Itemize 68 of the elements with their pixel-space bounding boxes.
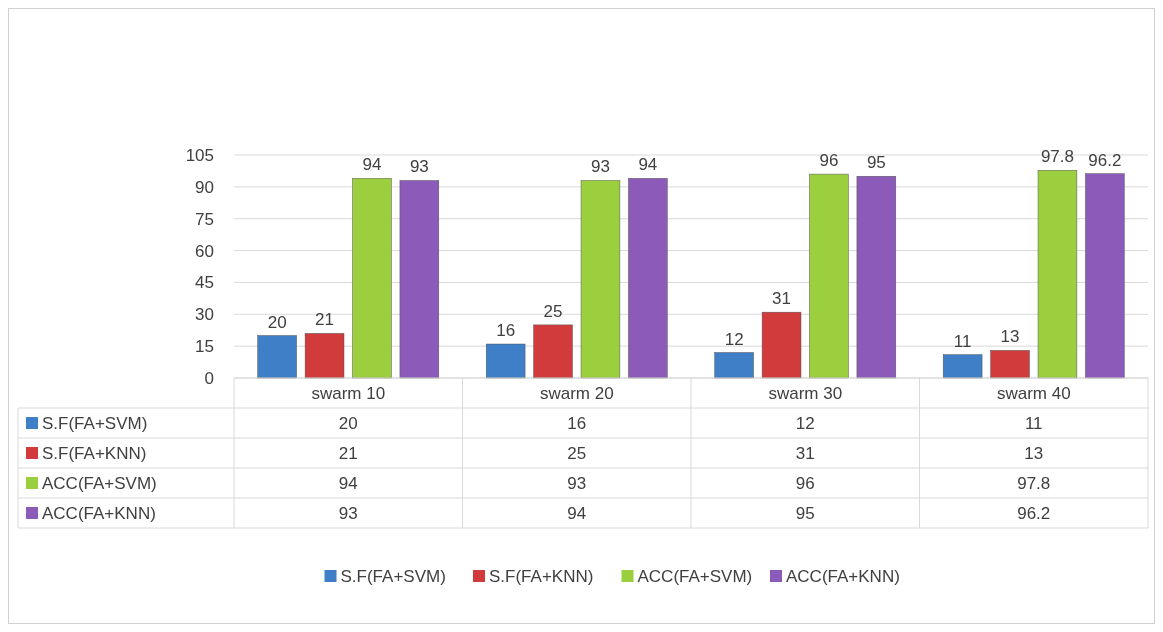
- x-tick-label: swarm 40: [996, 383, 1071, 403]
- bar: [533, 324, 573, 379]
- data-label: 31: [772, 289, 792, 309]
- x-tick-label: swarm 30: [768, 383, 843, 403]
- text: ACC(FA+KNN): [42, 503, 156, 523]
- x-tick-label: swarm 20: [539, 383, 614, 403]
- text: 16: [567, 413, 587, 433]
- bar: [580, 180, 621, 379]
- text: 93: [338, 503, 358, 523]
- data-label: 21: [315, 310, 335, 330]
- bar: [809, 173, 849, 379]
- data-label: 11: [953, 331, 972, 351]
- text: 97.8: [1017, 473, 1051, 493]
- bar: [942, 354, 983, 379]
- text: 94: [567, 503, 587, 523]
- data-label: 97.8: [1040, 147, 1074, 167]
- bar: [1085, 173, 1125, 379]
- legend-label: ACC(FA+SVM): [637, 566, 753, 586]
- text: 12: [795, 413, 815, 433]
- data-label: 12: [724, 329, 744, 349]
- text: 11: [1024, 413, 1043, 433]
- bar: [714, 352, 754, 379]
- text: 25: [567, 443, 587, 463]
- text: 31: [795, 443, 815, 463]
- text: 13: [1024, 443, 1044, 463]
- x-tick-label: swarm 10: [311, 383, 386, 403]
- text: 95: [795, 503, 815, 523]
- bar: [399, 180, 440, 379]
- bar: [485, 343, 526, 379]
- data-label: 95: [866, 153, 886, 173]
- bar: [304, 333, 345, 379]
- bar: [1037, 170, 1078, 379]
- data-label: 13: [1000, 327, 1020, 347]
- data-label: 93: [409, 157, 429, 177]
- text: 96.2: [1017, 503, 1051, 523]
- y-tick-label: 0: [204, 368, 214, 388]
- text: ACC(FA+SVM): [42, 473, 157, 493]
- data-label: 25: [543, 301, 563, 321]
- bar: [257, 335, 297, 379]
- data-label: 20: [267, 312, 287, 332]
- y-tick-label: 30: [195, 305, 214, 325]
- bar: [628, 178, 668, 379]
- y-tick-label: 45: [195, 273, 214, 293]
- legend-label: ACC(FA+KNN): [786, 566, 900, 586]
- legend-label: S.F(FA+SVM): [42, 413, 148, 433]
- data-label: 96.2: [1088, 150, 1122, 170]
- text: S.F(FA+SVM): [340, 566, 446, 586]
- text: 20: [338, 413, 358, 433]
- bar: [352, 178, 392, 379]
- bar: [990, 350, 1030, 379]
- data-label: 94: [638, 155, 658, 175]
- text: S.F(FA+KNN): [489, 566, 594, 586]
- data-label: 94: [362, 155, 382, 175]
- y-tick-label: 90: [195, 177, 214, 197]
- text: 21: [338, 443, 358, 463]
- data-label: 93: [590, 157, 610, 177]
- bar: [761, 311, 802, 379]
- y-tick-label: 60: [195, 241, 214, 261]
- y-tick-label: 75: [195, 209, 214, 229]
- text: 94: [338, 473, 358, 493]
- bar: [856, 175, 897, 379]
- data-label: 96: [819, 151, 839, 171]
- y-tick-label: 105: [185, 145, 214, 165]
- legend-label: S.F(FA+KNN): [42, 443, 147, 463]
- data-label: 16: [496, 321, 516, 341]
- text: 93: [567, 473, 587, 493]
- y-tick-label: 15: [195, 337, 214, 357]
- text: 96: [795, 473, 815, 493]
